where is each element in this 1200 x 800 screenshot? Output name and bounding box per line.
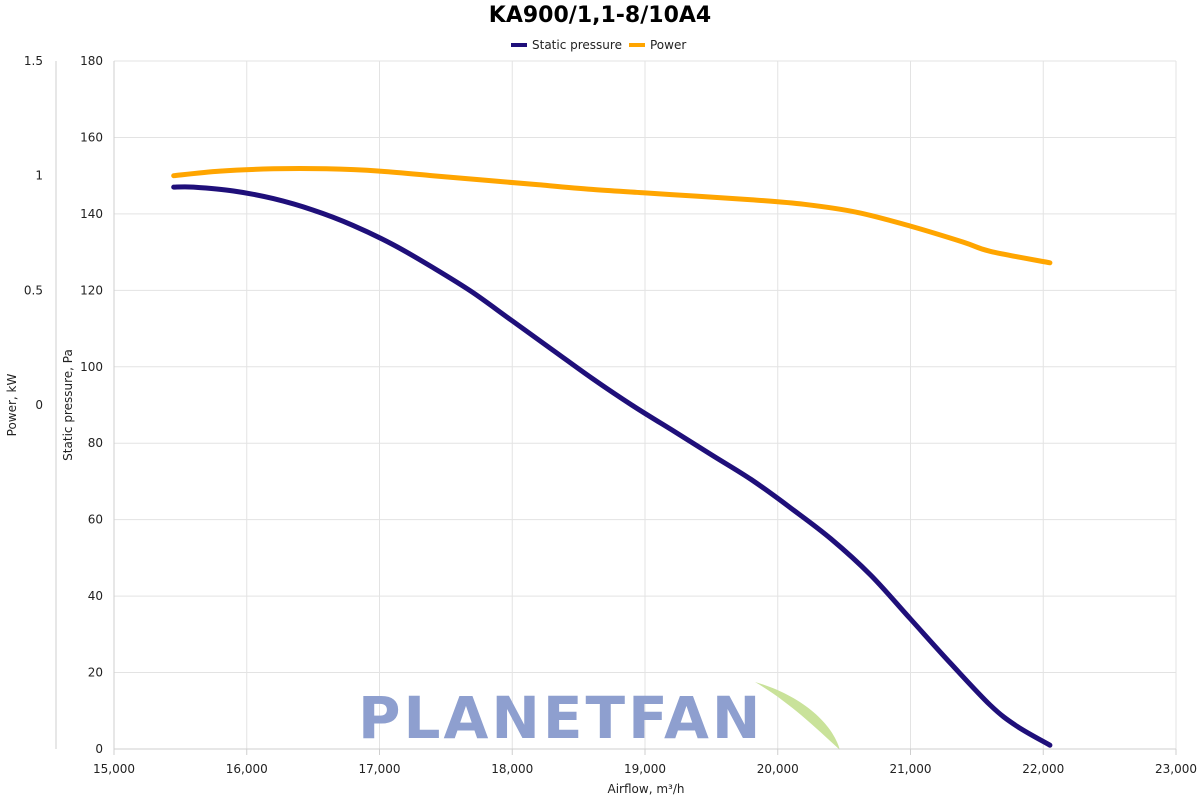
- planetfan-watermark: PLANETFAN: [358, 682, 840, 752]
- x-tick-label: 18,000: [491, 762, 533, 776]
- y-tick-label-power: 0: [35, 398, 43, 412]
- series-layer: [171, 166, 1053, 748]
- y-tick-label-static-pressure: 20: [88, 666, 103, 680]
- y-tick-label-static-pressure: 80: [88, 436, 103, 450]
- y-tick-label-static-pressure: 140: [80, 207, 103, 221]
- y-tick-label-static-pressure: 100: [80, 360, 103, 374]
- axes-layer: 15,000 16,000 17,000 18,000 19,000 20,000 21,0…: [24, 54, 1197, 776]
- series-line-static-pressure: [171, 184, 1053, 748]
- x-tick-label: 22,000: [1022, 762, 1064, 776]
- grid-layer: [113, 60, 1177, 750]
- y-tick-label-static-pressure: 0: [95, 742, 103, 756]
- x-tick-label: 15,000: [93, 762, 135, 776]
- legend: Static pressure Power: [511, 38, 686, 52]
- y-axis-label-power: Power, kW: [5, 374, 19, 437]
- y-tick-label-static-pressure: 180: [80, 54, 103, 68]
- x-tick-label: 20,000: [757, 762, 799, 776]
- y-tick-label-static-pressure: 120: [80, 283, 103, 297]
- watermark-leaf: [755, 682, 840, 750]
- x-tick-label: 17,000: [359, 762, 401, 776]
- y-tick-label-static-pressure: 160: [80, 130, 103, 144]
- legend-label-static-pressure: Static pressure: [532, 38, 622, 52]
- y-axis-label-static-pressure: Static pressure, Pa: [61, 349, 75, 461]
- x-tick-label: 23,000: [1155, 762, 1197, 776]
- y-tick-label-power: 1.5: [24, 54, 43, 68]
- y-tick-label-power: 1: [35, 169, 43, 183]
- y-tick-label-static-pressure: 40: [88, 589, 103, 603]
- chart-title: KA900/1,1-8/10A4: [489, 3, 711, 28]
- x-tick-label: 19,000: [624, 762, 666, 776]
- y-tick-label-static-pressure: 60: [88, 513, 103, 527]
- x-axis-label: Airflow, m³/h: [608, 782, 685, 796]
- x-tick-label: 21,000: [890, 762, 932, 776]
- watermark-text: PLANETFAN: [358, 684, 763, 752]
- y-tick-label-power: 0.5: [24, 283, 43, 297]
- x-tick-label: 16,000: [226, 762, 268, 776]
- series-line-power: [171, 166, 1053, 266]
- legend-label-power: Power: [650, 38, 686, 52]
